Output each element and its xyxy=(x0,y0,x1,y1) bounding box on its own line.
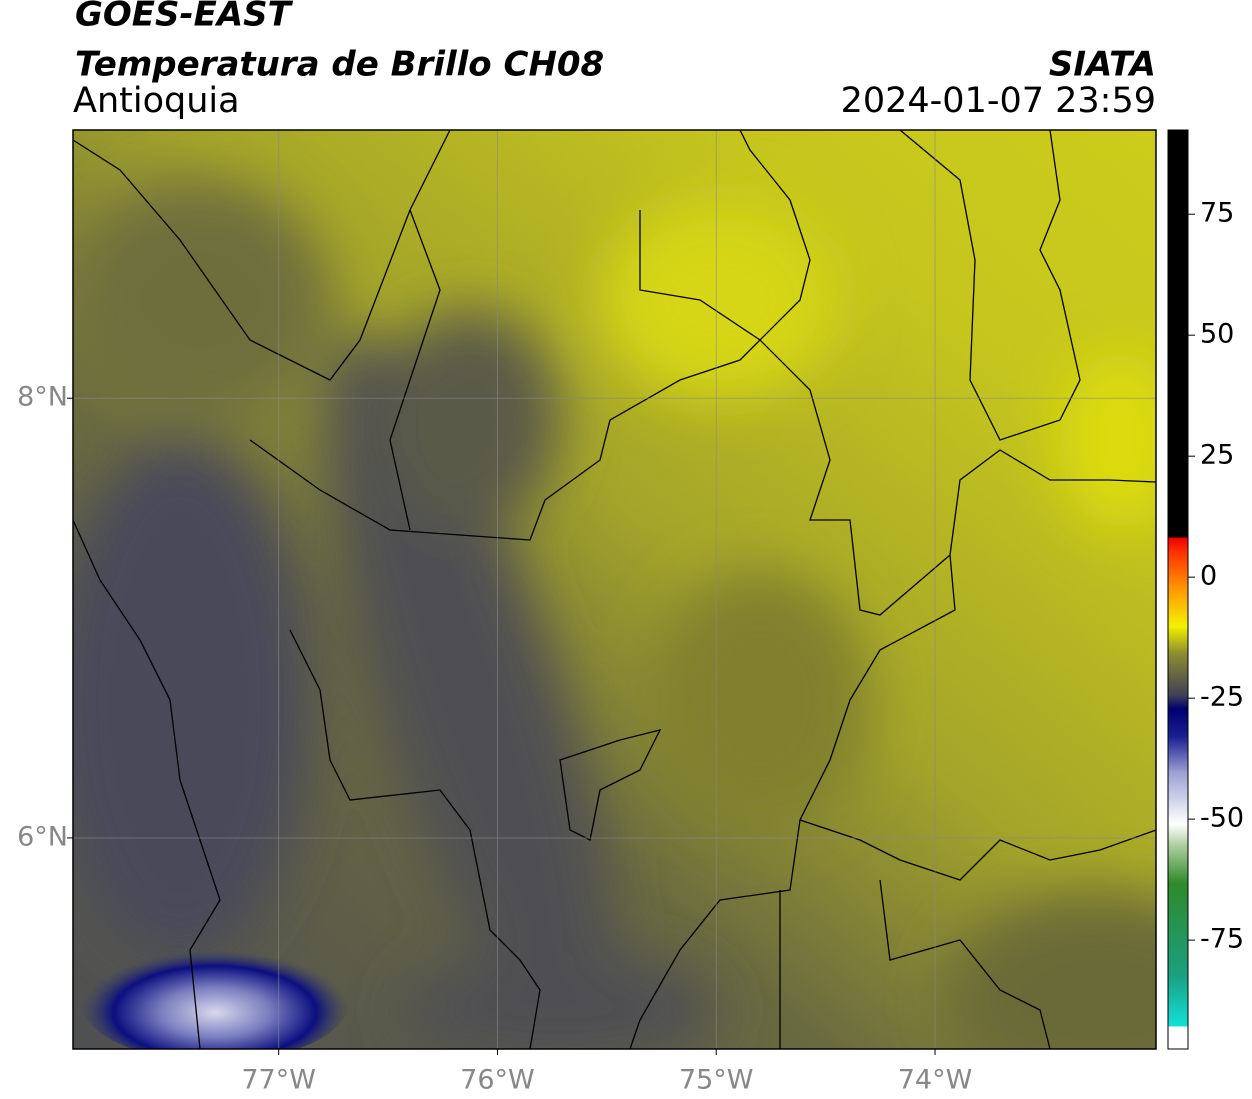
y-tick-label: 8°N xyxy=(17,382,68,413)
colorbar-label: -25 xyxy=(1200,682,1244,713)
source: SIATA xyxy=(1049,45,1156,85)
colorbar-label: 75 xyxy=(1200,198,1234,229)
map-frame xyxy=(72,129,1157,1050)
x-tick-label: 75°W xyxy=(679,1065,754,1096)
subtitle: Temperatura de Brillo CH08 xyxy=(75,45,604,85)
title: GOES-EAST xyxy=(75,0,294,35)
colorbar-label: 50 xyxy=(1200,319,1234,350)
colorbar-label: 25 xyxy=(1200,440,1234,471)
colorbar-label: -75 xyxy=(1200,924,1244,955)
timestamp: 2024-01-07 23:59 xyxy=(841,81,1156,121)
colorbar-label: -50 xyxy=(1200,803,1244,834)
x-tick-label: 77°W xyxy=(241,1065,316,1096)
y-tick-label: 6°N xyxy=(17,821,68,852)
grid xyxy=(73,130,1156,1049)
x-tick-label: 76°W xyxy=(460,1065,535,1096)
map-image xyxy=(73,130,1156,1049)
region: Antioquia xyxy=(73,81,240,121)
x-tick-label: 74°W xyxy=(898,1065,973,1096)
colorbar xyxy=(1167,129,1189,1050)
colorbar-label: 0 xyxy=(1200,561,1217,592)
